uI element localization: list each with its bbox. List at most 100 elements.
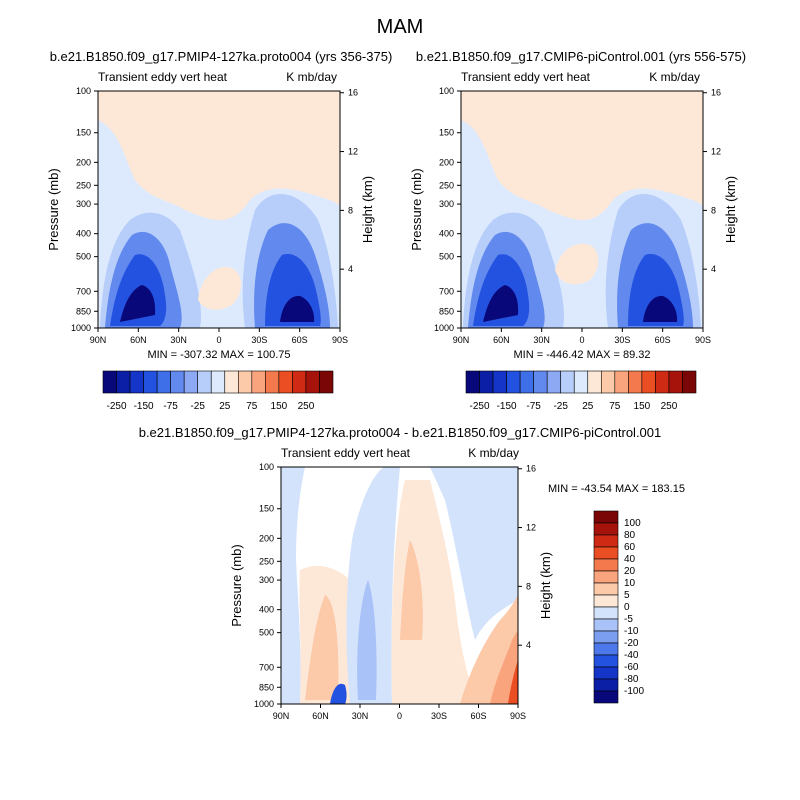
- panel-1-y-tick-label: 300: [76, 199, 91, 209]
- panel-3-axes: 90N 60N 30N 0 30S 60S 90S 100 150 200 250 300 400 500…: [229, 462, 553, 721]
- colorbar-1-swatch: [129, 370, 144, 394]
- colorbar-2-swatch: [628, 370, 643, 394]
- colorbar-3-swatch: [593, 522, 619, 536]
- panel-1-right-tick-label: 16: [348, 88, 358, 98]
- colorbar-2-label: -250: [470, 401, 490, 412]
- colorbar-2-swatch: [587, 370, 602, 394]
- panel-3-neg-south: [430, 467, 518, 640]
- panel-1-x-tick-label: 60N: [130, 335, 147, 345]
- panel-3-x-tick-label: 60N: [312, 711, 329, 721]
- colorbar-2-label: 25: [582, 401, 594, 412]
- colorbar-1-label: 250: [298, 401, 315, 412]
- colorbar-2-swatch: [573, 370, 589, 394]
- panel-3-y-tick-label: 100: [259, 462, 274, 472]
- panel-2-ylabel-right: Height (km): [723, 176, 738, 243]
- colorbar-3-label: 10: [624, 578, 636, 589]
- panel-3: b.e21.B1850.f09_g17.PMIP4-127ka.proto004…: [139, 425, 685, 705]
- colorbar-2-swatch: [668, 370, 683, 394]
- colorbar-2-swatch: [614, 370, 629, 394]
- colorbar-1-swatch: [116, 370, 131, 394]
- colorbar-1-label: 25: [219, 401, 231, 412]
- panel-2-y-tick-label: 500: [439, 252, 454, 262]
- colorbar-2-label: 150: [634, 401, 651, 412]
- panel-1-right-tick-label: 12: [348, 147, 358, 157]
- panel-2-left-subtitle: Transient eddy vert heat: [461, 70, 591, 84]
- panel-1-contour-field: [98, 120, 340, 328]
- colorbar-2-swatch: [682, 370, 697, 394]
- colorbar-3-swatch: [593, 546, 619, 560]
- panel-1-y-tick-label: 250: [76, 180, 91, 190]
- colorbar-3-swatch: [593, 678, 619, 692]
- panel-2-level-250: [483, 285, 519, 322]
- colorbar-2-label: -25: [553, 401, 568, 412]
- colorbar-3-swatch: [593, 582, 619, 596]
- colorbar-2-label: 75: [609, 401, 621, 412]
- panel-3-right-tick-label: 16: [526, 464, 536, 474]
- panel-1-right-tick-label: 8: [348, 205, 353, 215]
- panel-1-ylabel: Pressure (mb): [46, 168, 61, 250]
- colorbar-3-label: -100: [624, 686, 644, 697]
- colorbar-3-swatch: [593, 666, 619, 680]
- panel-1-x-tick-label: 60S: [292, 335, 308, 345]
- colorbar-1-label: -25: [190, 401, 205, 412]
- colorbar-3-label: 0: [624, 602, 630, 613]
- colorbar-2-swatch: [533, 370, 548, 394]
- panel-1-right-subtitle: K mb/day: [286, 70, 337, 84]
- panel-3-y-tick-label: 400: [259, 605, 274, 615]
- colorbar-3-swatch: [593, 570, 619, 584]
- colorbar-3-label: -5: [624, 614, 633, 625]
- panel-2-y-tick-label: 250: [439, 180, 454, 190]
- panel-3-y-tick-label: 250: [259, 556, 274, 566]
- colorbar-1-swatch: [265, 370, 280, 394]
- panel-3-y-tick-label: 850: [259, 682, 274, 692]
- panel-2: b.e21.B1850.f09_g17.CMIP6-piControl.001 …: [416, 49, 746, 329]
- colorbar-3-swatch: [593, 594, 619, 608]
- panel-2-y-tick-label: 300: [439, 199, 454, 209]
- panel-1-stats: MIN = -307.32 MAX = 100.75: [147, 349, 290, 361]
- colorbar-1-swatch: [170, 370, 185, 394]
- panel-2-y-tick-label: 400: [439, 229, 454, 239]
- colorbar-3-swatch: [593, 606, 619, 620]
- panel-1-right-tick-label: 4: [348, 264, 353, 274]
- panel-1-x-tick-label: 0: [216, 335, 221, 345]
- panel-2-x-tick-label: 60S: [655, 335, 671, 345]
- colorbar-2-swatch: [479, 370, 494, 394]
- panel-2-x-tick-label: 30N: [533, 335, 550, 345]
- colorbar-1-swatch: [143, 370, 158, 394]
- colorbar-3-swatch: [593, 630, 619, 644]
- panel-2-right-tick-label: 16: [711, 88, 721, 98]
- colorbar-2-swatch: [655, 370, 670, 394]
- colorbar-3-label: -20: [624, 638, 639, 649]
- panel-3-neg-region-north: [281, 467, 305, 704]
- colorbar-1-swatch: [237, 370, 253, 394]
- panel-1-y-tick-label: 1000: [71, 323, 91, 333]
- panel-3-x-tick-label: 90S: [510, 711, 526, 721]
- colorbar-3-label: -10: [624, 626, 639, 637]
- panel-2-x-tick-label: 60N: [493, 335, 510, 345]
- panel-2-y-tick-label: 150: [439, 128, 454, 138]
- panel-3-y-tick-label: 200: [259, 533, 274, 543]
- colorbar-1-swatch: [292, 370, 307, 394]
- panel-1-y-tick-label: 200: [76, 157, 91, 167]
- panel-3-ylabel: Pressure (mb): [229, 544, 244, 626]
- colorbar-1-label: 75: [246, 401, 258, 412]
- panel-1-level-250: [120, 285, 156, 322]
- colorbar-1-label: -250: [107, 401, 127, 412]
- panel-3-left-subtitle: Transient eddy vert heat: [281, 446, 411, 460]
- panel-2-south-250: [643, 295, 678, 322]
- panel-2-title: b.e21.B1850.f09_g17.CMIP6-piControl.001 …: [416, 49, 746, 64]
- panel-3-title: b.e21.B1850.f09_g17.PMIP4-127ka.proto004…: [139, 425, 662, 440]
- colorbar-2-label: 250: [661, 401, 678, 412]
- panel-3-y-tick-label: 500: [259, 628, 274, 638]
- panel-1-ylabel-right: Height (km): [360, 176, 375, 243]
- page-title: MAM: [377, 16, 424, 38]
- panel-3-x-tick-label: 60S: [470, 711, 486, 721]
- panel-2-equator-patch: [555, 243, 599, 285]
- panel-2-axes: 90N 60N 30N 0 30S 60S 90S 100 150 200 250 300 400 500…: [409, 86, 738, 361]
- colorbar-1-swatch: [224, 370, 239, 394]
- colorbar-2-label: -150: [497, 401, 517, 412]
- panel-1-left-subtitle: Transient eddy vert heat: [98, 70, 228, 84]
- panel-3-contour-field: [281, 467, 518, 704]
